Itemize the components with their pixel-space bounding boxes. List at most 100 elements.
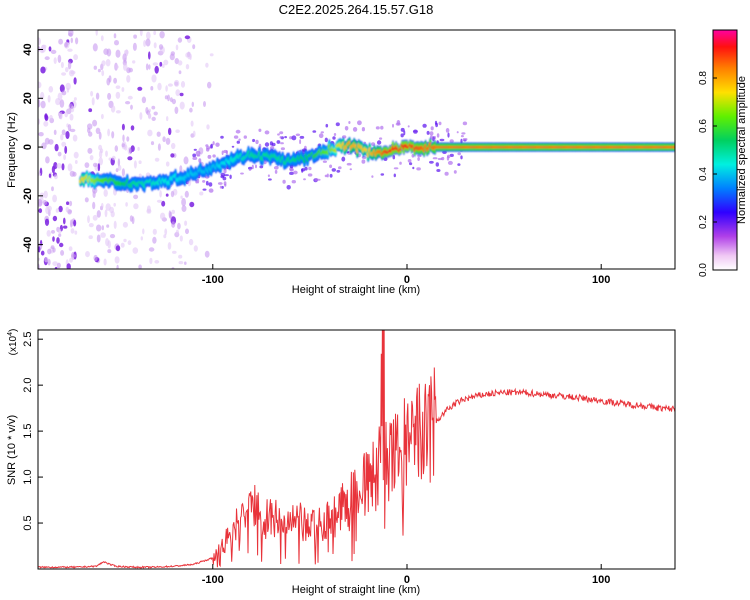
noise-speck (145, 63, 149, 71)
noise-speck (52, 215, 58, 222)
ridge-speck (224, 174, 230, 177)
ridge-speck (258, 128, 262, 132)
noise-speck (184, 261, 187, 265)
noise-speck (107, 128, 110, 137)
noise-speck (38, 81, 42, 89)
noise-speck (67, 124, 72, 132)
noise-speck (170, 153, 175, 158)
noise-speck (66, 87, 70, 93)
ridge-speck (219, 185, 222, 189)
noise-speck (38, 199, 43, 207)
noise-speck (154, 260, 160, 264)
noise-speck (165, 85, 168, 92)
noise-speck (90, 90, 94, 97)
ridge-speck (235, 129, 241, 134)
ridge-speck (447, 132, 450, 138)
ridge-speck (295, 133, 301, 137)
ridge-speck (357, 120, 362, 126)
noise-speck (154, 65, 159, 74)
noise-speck (92, 201, 96, 210)
ridge-speck (325, 123, 329, 128)
noise-speck (57, 151, 62, 157)
ridge-speck (445, 127, 450, 133)
noise-speck (183, 156, 189, 165)
noise-speck (153, 42, 157, 49)
noise-speck (116, 264, 119, 269)
noise-speck (98, 150, 103, 159)
ridge-speck (271, 142, 276, 147)
noise-speck (69, 257, 73, 263)
ridge-speck (238, 138, 241, 141)
noise-speck (40, 250, 45, 256)
ridge-speck (291, 180, 296, 184)
noise-speck (66, 201, 70, 205)
ridge-speck (361, 127, 365, 132)
ridge-speck (269, 146, 275, 150)
noise-speck (156, 199, 163, 203)
noise-speck (110, 210, 115, 218)
ridge-speck (380, 125, 384, 130)
noise-speck (148, 51, 151, 60)
noise-speck (38, 172, 41, 176)
svg-text:(x104): (x104) (7, 329, 19, 356)
ridge-speck (432, 157, 438, 160)
noise-speck (168, 210, 172, 219)
noise-speck (114, 40, 119, 46)
ridge-speck (393, 167, 399, 170)
noise-speck (67, 61, 72, 70)
noise-speck (175, 44, 179, 51)
noise-speck (53, 174, 58, 180)
noise-speck (84, 162, 90, 169)
ridge-speck (229, 174, 232, 179)
noise-speck (173, 79, 180, 87)
noise-speck (62, 225, 68, 229)
noise-speck (69, 219, 73, 228)
noise-speck (188, 238, 194, 246)
ridge-speck (331, 168, 336, 172)
ridge-speck (422, 123, 427, 128)
noise-speck (48, 173, 52, 178)
noise-speck (73, 54, 78, 61)
noise-speck (143, 40, 147, 47)
noise-speck (95, 30, 98, 36)
noise-speck (150, 86, 154, 91)
noise-speck (185, 228, 189, 235)
noise-speck (92, 214, 98, 221)
noise-speck (58, 205, 63, 213)
noise-speck (177, 222, 181, 230)
ridge-speck (223, 168, 227, 174)
ridge-speck (217, 182, 223, 185)
ridge-speck (215, 142, 220, 147)
noise-speck (191, 101, 194, 108)
noise-speck (42, 199, 48, 206)
noise-speck (101, 113, 104, 120)
noise-speck (100, 35, 104, 42)
ridge-speck (348, 121, 351, 124)
noise-speck (115, 85, 121, 89)
top-y-tick-label: -20 (22, 188, 34, 204)
noise-speck (54, 143, 59, 152)
ridge-speck (462, 121, 468, 126)
ridge-speck (462, 138, 468, 141)
noise-speck (105, 59, 111, 67)
noise-speck (39, 47, 45, 54)
noise-speck (147, 129, 153, 137)
noise-speck (73, 97, 77, 101)
ridge-speck (301, 168, 306, 172)
noise-speck (58, 228, 62, 234)
top-y-tick-label: 20 (22, 92, 34, 104)
ridge-speck (407, 125, 410, 128)
ridge-speck (196, 178, 200, 184)
noise-speck (44, 113, 48, 120)
ridge-speck (335, 122, 340, 127)
ridge-speck (361, 159, 366, 164)
noise-speck (46, 230, 51, 237)
noise-speck (103, 258, 107, 266)
spectrogram-noise-field (38, 30, 468, 269)
noise-speck (70, 37, 74, 44)
ridge-speck (447, 154, 451, 159)
noise-speck (122, 221, 128, 228)
noise-speck (145, 38, 151, 47)
ridge-speck (430, 126, 434, 131)
noise-speck (63, 154, 66, 161)
